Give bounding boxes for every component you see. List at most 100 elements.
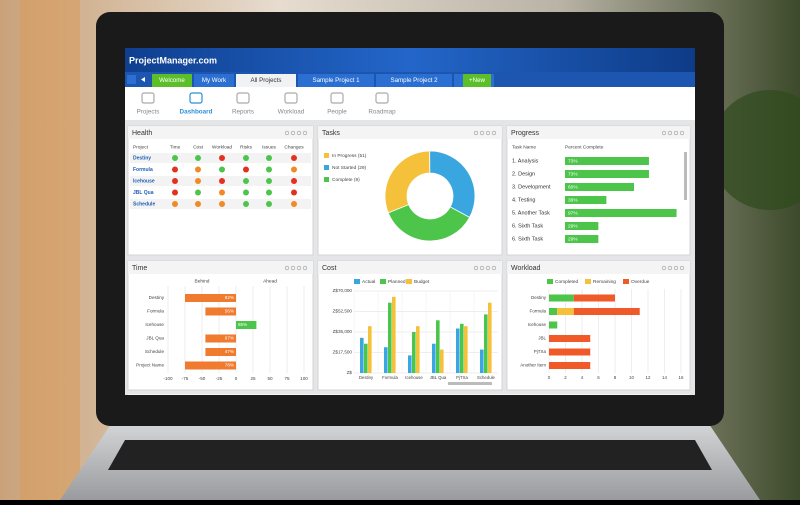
- bar: [205, 348, 236, 356]
- progress-label: 73%: [568, 158, 578, 164]
- legend-swatch: [354, 279, 360, 284]
- panel-header: [318, 261, 502, 274]
- nav-item[interactable]: People: [327, 109, 347, 116]
- panel-tool[interactable]: [296, 130, 302, 136]
- tab[interactable]: [376, 74, 452, 87]
- tab[interactable]: [298, 74, 374, 87]
- panel-tool[interactable]: [491, 265, 497, 271]
- bar: [392, 296, 396, 373]
- panel-tool[interactable]: [302, 265, 308, 271]
- bar-label: 56%: [225, 309, 234, 314]
- panel-tool[interactable]: [673, 130, 679, 136]
- header: [125, 48, 695, 72]
- tab-label: +New: [469, 77, 486, 84]
- task-name: 2. Design: [512, 171, 535, 177]
- nav-item[interactable]: Workload: [278, 109, 305, 116]
- x-tick-label: Destiny: [359, 375, 374, 380]
- nav-bar: [125, 87, 695, 120]
- x-tick-label: -75: [182, 376, 189, 381]
- bar: [464, 326, 468, 373]
- nav-item[interactable]: Reports: [232, 109, 254, 116]
- bar-label: 78%: [225, 363, 234, 368]
- bar-label: 82%: [225, 295, 234, 300]
- panel-tool[interactable]: [296, 265, 302, 271]
- panel-tool[interactable]: [679, 265, 685, 271]
- category-label: Destiny: [531, 295, 547, 300]
- status-dot: [243, 189, 249, 196]
- panel-header: [507, 126, 690, 139]
- nav-icon: [284, 92, 298, 104]
- nav-item[interactable]: Dashboard: [180, 109, 213, 116]
- progress-bar: [565, 209, 677, 217]
- bar-segment: [549, 362, 591, 369]
- progress-label: 73%: [568, 171, 578, 177]
- category-label: Icehouse: [528, 322, 547, 327]
- panel-tool[interactable]: [661, 265, 667, 271]
- panel-tool[interactable]: [479, 130, 485, 136]
- panel-tool[interactable]: [667, 265, 673, 271]
- bar: [388, 302, 392, 373]
- panel-tool[interactable]: [673, 265, 679, 271]
- bar: [408, 355, 412, 373]
- tab[interactable]: [236, 74, 296, 87]
- panel-tool[interactable]: [679, 130, 685, 136]
- legend-swatch: [406, 279, 412, 284]
- x-tick-label: 10: [629, 375, 634, 380]
- panel-tool[interactable]: [284, 265, 290, 271]
- x-tick-label: 0: [235, 376, 238, 381]
- task-name: 6. Sixth Task: [512, 236, 543, 242]
- bar: [456, 328, 460, 373]
- panel-tool[interactable]: [479, 265, 485, 271]
- status-dot: [219, 166, 225, 173]
- panel-tool[interactable]: [284, 130, 290, 136]
- bar: [368, 326, 372, 373]
- x-tick-label: 50: [267, 376, 273, 381]
- panel-tool[interactable]: [290, 265, 296, 271]
- status-dot: [219, 155, 225, 161]
- legend-label: Budget: [414, 279, 430, 285]
- nav-icon: [189, 92, 203, 104]
- column-header: Changes: [284, 144, 304, 150]
- y-tick-label: Z$52,500: [333, 309, 353, 314]
- bar: [460, 323, 464, 373]
- bar-segment: [549, 321, 558, 329]
- category-label: JBL Qua: [146, 336, 164, 341]
- legend-swatch: [324, 165, 329, 170]
- panel-title: Progress: [511, 130, 540, 137]
- status-dot: [172, 166, 178, 173]
- brand: ProjectManager.com: [129, 55, 217, 65]
- panel-tool[interactable]: [661, 130, 667, 136]
- progress-bar: [565, 170, 649, 178]
- progress-label: 29%: [568, 236, 578, 242]
- panel-tool[interactable]: [485, 265, 491, 271]
- panel-tool[interactable]: [491, 130, 497, 136]
- category-label: JBL: [538, 336, 546, 341]
- nav-item[interactable]: Roadmap: [368, 109, 396, 116]
- panel-tool[interactable]: [290, 130, 296, 136]
- panel-header: [318, 126, 502, 139]
- legend-label: Completed: [555, 279, 579, 285]
- panel-tool[interactable]: [302, 130, 308, 136]
- panel-header: [128, 261, 313, 274]
- legend-label: Actual: [362, 279, 375, 285]
- progress-bar: [565, 235, 599, 243]
- project-name: Destiny: [133, 155, 151, 161]
- bar-segment: [549, 348, 591, 356]
- scrollbar: [448, 382, 492, 385]
- status-dot: [266, 178, 272, 184]
- bar: [185, 294, 236, 302]
- column-header: Time: [170, 144, 181, 150]
- tab[interactable]: [463, 74, 491, 87]
- nav-item[interactable]: Projects: [137, 109, 160, 116]
- panel-tool[interactable]: [667, 130, 673, 136]
- x-tick-label: -100: [163, 376, 173, 381]
- tab[interactable]: [152, 74, 192, 87]
- panel-tool[interactable]: [485, 130, 491, 136]
- panel-tool[interactable]: [473, 130, 479, 136]
- x-tick-label: 2: [564, 375, 567, 380]
- category-label: Schedule: [145, 349, 165, 354]
- tab[interactable]: [194, 74, 234, 87]
- panel-tool[interactable]: [473, 265, 479, 271]
- panel-row: [128, 394, 690, 395]
- column-header: Percent Complete: [565, 144, 604, 150]
